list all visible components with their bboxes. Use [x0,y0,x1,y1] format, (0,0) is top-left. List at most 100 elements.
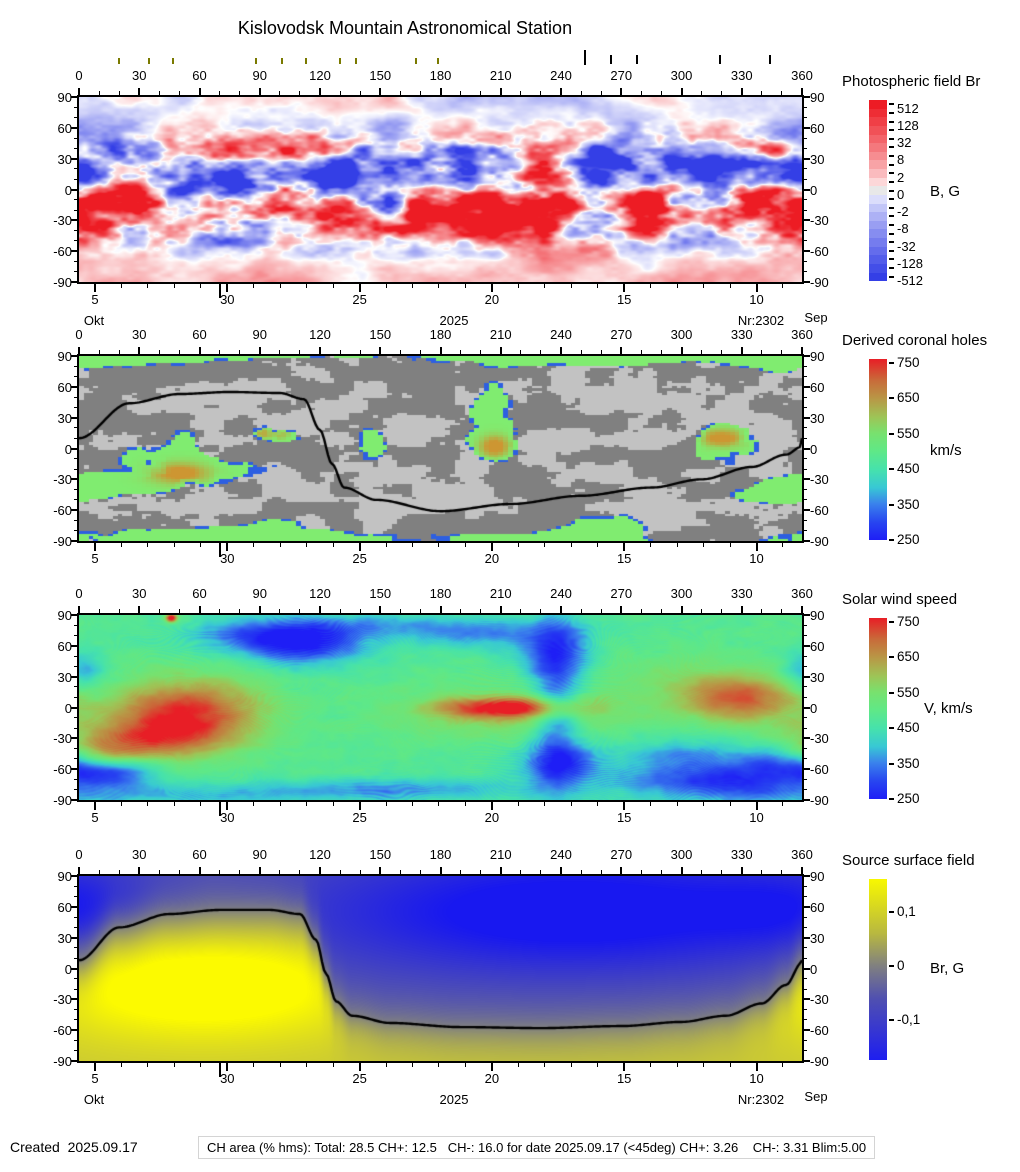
lon-tick [520,91,522,95]
month-boundary-tick [219,284,221,298]
lon-tick-label: 360 [791,847,813,862]
lon-tick-label: 60 [192,327,207,342]
colorbar-tick [889,155,894,158]
lon-tick [480,870,482,874]
created-label: Created 2025.09.17 [10,1139,138,1155]
lon-tick [520,350,522,354]
lat-tick [71,737,77,740]
lat-tick [804,696,807,698]
date-tick [517,284,519,288]
lon-tick-label: 120 [309,586,331,601]
lon-tick [761,350,763,354]
lat-tick [804,748,807,750]
colorbar-tick [889,910,894,913]
lat-tick [804,967,810,970]
lon-tick-label: 330 [730,586,753,601]
lat-tick [74,458,77,460]
lon-tick [219,870,221,874]
lat-tick [804,926,807,928]
date-tick [517,543,519,547]
lat-tick [71,967,77,970]
lat-tick [74,1009,77,1011]
date-label: 15 [616,292,632,307]
lat-tick [74,635,77,637]
lat-tick [804,614,810,616]
lon-tick [640,870,642,874]
colorbar-tick-label: 2 [897,169,905,185]
lon-tick [761,609,763,613]
colorbar-tick [889,163,894,166]
lon-tick [379,606,382,613]
lat-tick [804,799,810,801]
lon-tick [499,347,502,354]
colorbar-tick [889,120,894,123]
date-tick [358,284,361,292]
lat-tick [804,219,810,222]
date-tick [332,284,334,288]
lon-tick [319,606,321,613]
colorbar-tick [889,223,894,226]
lat-tick [804,106,807,108]
colorbar-tick-label: 0 [897,957,905,973]
lon-tick [721,350,723,354]
lat-tick [71,219,77,222]
lon-tick [258,867,261,874]
lat-tick [71,96,77,98]
lon-tick-label: 270 [610,68,633,83]
lon-tick-label: 240 [550,68,572,83]
date-tick [147,1063,149,1067]
date-tick [729,543,731,547]
lon-tick [781,870,783,874]
lon-tick [600,350,602,354]
lon-tick [480,350,482,354]
lon-tick-label: 180 [429,68,452,83]
date-tick [703,284,705,288]
colorbar-tick-label: -32 [897,238,916,254]
lon-tick [339,350,341,354]
date-tick [412,802,414,806]
lat-tick-label: 30 [57,410,72,426]
lon-tick [660,609,662,613]
lon-tick-label: 60 [192,586,207,601]
lat-tick-label: 0 [64,441,72,457]
lon-tick-label: 0 [75,327,83,342]
lat-tick [804,624,807,626]
date-tick [358,1063,361,1071]
lon-tick [580,91,582,95]
lat-tick [74,758,77,760]
lat-tick [74,988,77,990]
date-tick [412,284,414,288]
lat-tick [804,947,807,949]
date-label: 25 [352,810,367,825]
date-tick [94,802,96,810]
activity-marker-olive [304,58,307,64]
colorbar-tick-label: -128 [897,255,924,271]
lat-tick [74,519,77,521]
lon-tick [721,609,723,613]
lat-tick [804,137,807,139]
lat-tick-label: 90 [57,608,72,623]
lat-tick [74,147,77,149]
activity-marker-black [768,55,771,64]
lat-tick [804,281,810,283]
date-tick [332,1063,334,1067]
lon-tick [419,91,421,95]
lon-tick [439,606,442,613]
lon-tick [439,347,442,354]
lon-tick [299,870,301,874]
lon-tick [600,870,602,874]
lon-tick [399,609,401,613]
date-label: 15 [616,810,632,825]
lon-tick [660,870,662,874]
date-label: 5 [91,551,99,566]
lat-tick-label: 90 [810,349,825,364]
month-label-right: Sep [804,310,828,325]
colorbar-tick-label: 650 [897,649,920,665]
lon-tick [219,350,221,354]
lat-tick [74,1050,77,1052]
activity-marker-black [584,50,587,65]
date-label: 5 [91,1071,99,1086]
lon-tick [460,609,462,613]
lat-tick-label: -30 [53,472,72,488]
lat-tick-label: 0 [810,961,818,977]
